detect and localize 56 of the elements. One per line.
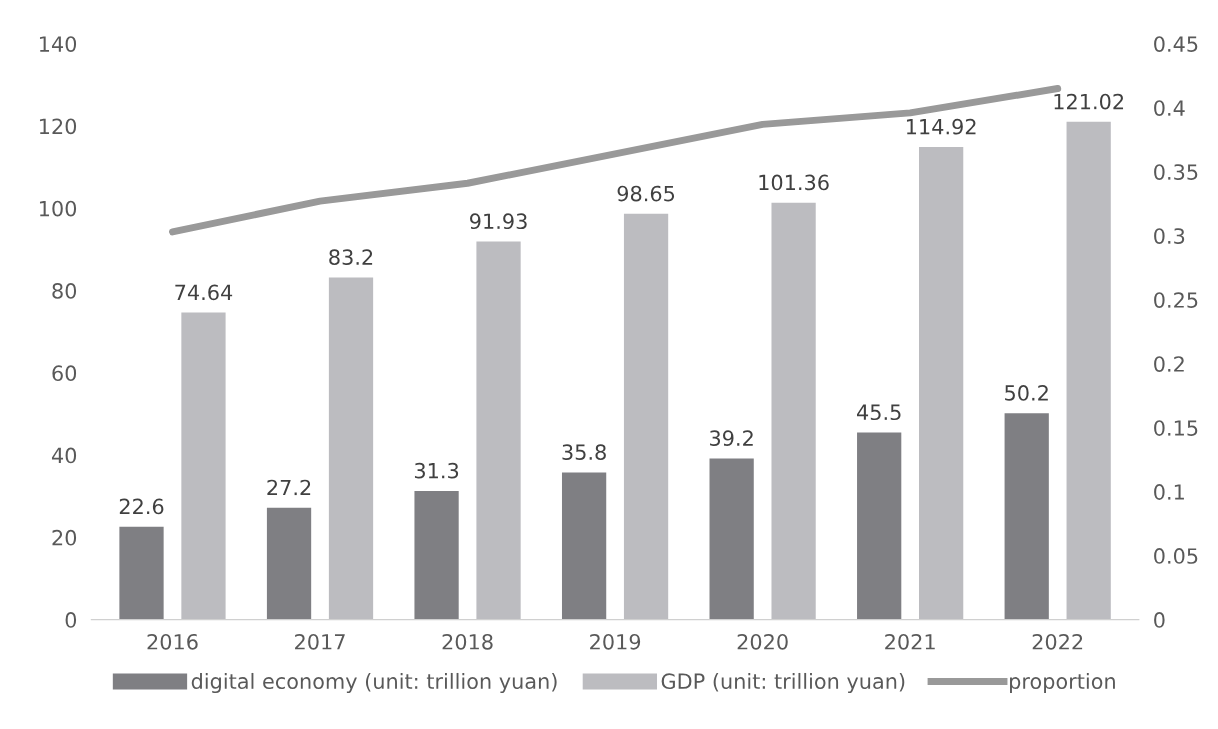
y-tick-label: 140 xyxy=(39,36,77,52)
data-label: 50.2 xyxy=(1005,385,1048,401)
x-tick-label: 2021 xyxy=(885,633,935,650)
data-label: 45.5 xyxy=(857,404,901,421)
y2-tick-label: 0.2 xyxy=(1154,356,1184,372)
y-tick-label: 120 xyxy=(39,118,77,135)
bar xyxy=(266,507,312,620)
bar xyxy=(771,202,816,620)
bar xyxy=(181,312,226,620)
y2-tick-label: 0.05 xyxy=(1154,548,1198,564)
bar xyxy=(414,490,459,620)
y2-tick-label: 0 xyxy=(1154,612,1165,628)
data-label: 39.2 xyxy=(710,430,753,447)
y2-tick-label: 0.3 xyxy=(1154,228,1185,244)
y2-tick-label: 0.45 xyxy=(1154,36,1198,52)
x-tick-label: 2018 xyxy=(442,633,493,650)
bar xyxy=(119,526,164,620)
x-tick-label: 2016 xyxy=(147,633,198,650)
bar xyxy=(857,432,902,620)
bar xyxy=(919,146,964,620)
bar xyxy=(561,472,607,620)
bar xyxy=(1004,413,1049,620)
legend-label: GDP (unit: trillion yuan) xyxy=(661,672,905,694)
data-label: 101.36 xyxy=(759,174,829,191)
y2-tick-label: 0.25 xyxy=(1154,292,1198,308)
y2-tick-label: 0.4 xyxy=(1154,100,1185,116)
y-tick-label: 20 xyxy=(52,529,77,546)
data-label: 27.2 xyxy=(267,479,311,496)
x-tick-label: 2017 xyxy=(295,633,345,650)
legend-label: proportion xyxy=(1010,672,1115,694)
bar xyxy=(1066,121,1111,620)
y-tick-label: 60 xyxy=(52,365,77,382)
data-label: 35.8 xyxy=(562,444,606,461)
legend-label: digital economy (unit: trillion yuan) xyxy=(191,672,557,694)
y2-tick-label: 0.1 xyxy=(1154,484,1184,500)
y2-tick-label: 0.15 xyxy=(1154,420,1198,436)
x-tick-label: 2022 xyxy=(1032,633,1083,650)
y-tick-label: 40 xyxy=(51,447,77,464)
data-label: 91.93 xyxy=(470,213,527,230)
data-label: 98.65 xyxy=(617,185,675,202)
data-label: 74.64 xyxy=(175,284,233,301)
bar xyxy=(476,241,521,620)
y-tick-label: 100 xyxy=(39,200,77,217)
bar xyxy=(709,458,754,620)
x-tick-label: 2020 xyxy=(737,633,788,650)
bar xyxy=(328,277,374,620)
y2-tick-label: 0.35 xyxy=(1154,164,1198,180)
data-label: 31.3 xyxy=(414,462,459,479)
y-tick-label: 0 xyxy=(65,612,77,628)
bar xyxy=(623,213,669,620)
data-label: 83.2 xyxy=(329,249,373,266)
x-tick-label: 2019 xyxy=(590,633,641,650)
data-label: 22.6 xyxy=(119,498,164,515)
data-label: 121.02 xyxy=(1054,93,1124,110)
y-tick-label: 80 xyxy=(52,283,77,299)
data-label: 114.92 xyxy=(906,118,976,135)
